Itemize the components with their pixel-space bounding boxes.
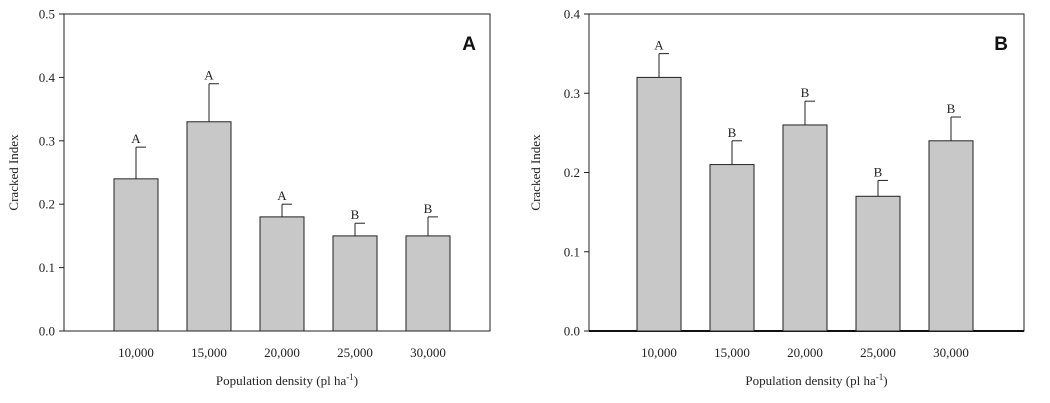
panel-b-x-tick-label: 30,000 — [933, 345, 969, 360]
panel-a-bar — [332, 235, 378, 332]
panel-b-y-tick-label: 0.1 — [564, 244, 580, 259]
panel-a-y-tick-label: 0.1 — [39, 260, 55, 275]
panel-a-significance-label: A — [204, 68, 214, 83]
panel-a-y-tick-label: 0.0 — [39, 324, 55, 339]
panel-a-panel-label: A — [462, 34, 476, 55]
panel-b-significance-label: B — [947, 101, 956, 116]
panel-a-y-tick-label: 0.3 — [39, 133, 55, 148]
panel-a-bar — [259, 216, 305, 332]
panel-b-y-tick-label: 0.2 — [564, 165, 580, 180]
panel-b-x-tick-label: 20,000 — [787, 345, 823, 360]
panel-b-bar — [928, 140, 974, 332]
panel-a-significance-label: B — [351, 207, 360, 222]
panel-a-significance-label: A — [277, 188, 287, 203]
panel-b-bar — [855, 195, 901, 332]
panel-a-bar — [405, 235, 451, 332]
panel-a-significance-label: A — [131, 131, 141, 146]
panel-a-x-tick-label: 20,000 — [264, 345, 300, 360]
panel-b-y-tick-label: 0.0 — [564, 324, 580, 339]
panel-b-x-tick-label: 25,000 — [860, 345, 896, 360]
panel-b-bar — [782, 124, 828, 332]
panel-a-bar — [113, 178, 159, 332]
panel-a-bar — [186, 121, 232, 332]
panel-b-panel-label: B — [994, 34, 1008, 55]
panel-b-significance-label: A — [654, 38, 664, 53]
panel-b-y-tick-label: 0.3 — [564, 86, 580, 101]
panel-a-x-axis-label: Population density (pl ha-1) — [216, 372, 358, 388]
panel-a-y-axis-label: Cracked Index — [6, 134, 21, 211]
panel-a-significance-label: B — [424, 201, 433, 216]
panel-b-x-axis-label: Population density (pl ha-1) — [745, 372, 887, 388]
panel-b-x-tick-label: 10,000 — [641, 345, 677, 360]
panel-b-x-tick-label: 15,000 — [714, 345, 750, 360]
panel-a-x-tick-label: 10,000 — [118, 345, 154, 360]
panel-b-bar — [636, 76, 682, 332]
panel-b-y-axis-label: Cracked Index — [528, 134, 543, 211]
panel-a-x-tick-label: 30,000 — [410, 345, 446, 360]
panel-b-significance-label: B — [728, 125, 737, 140]
panel-a-y-tick-label: 0.2 — [39, 197, 55, 212]
panel-a-y-tick-label: 0.4 — [39, 70, 56, 85]
panel-a-x-tick-label: 15,000 — [191, 345, 227, 360]
panel-b-y-tick-label: 0.4 — [564, 7, 581, 22]
panel-a-x-tick-label: 25,000 — [337, 345, 373, 360]
panel-b-bar — [709, 164, 755, 332]
panel-b-significance-label: B — [801, 85, 810, 100]
panel-b-significance-label: B — [874, 164, 883, 179]
panel-a-y-tick-label: 0.5 — [39, 7, 55, 22]
